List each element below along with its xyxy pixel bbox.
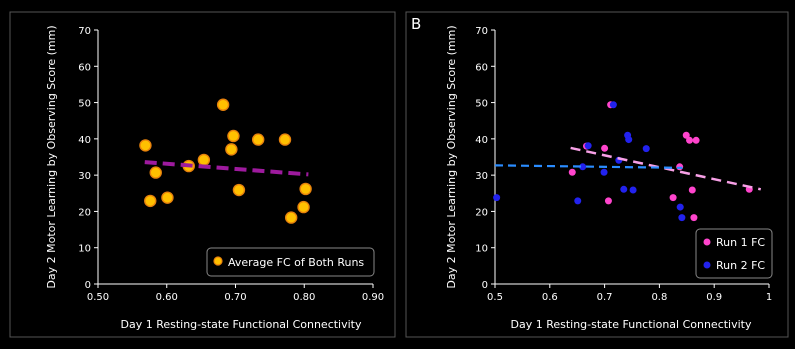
panel-b: B 0 10 20 30 40 50 60 70 0.5 0.6 0.7 0.8 0.9 1 Day 1 …: [405, 11, 789, 338]
panel-a-y-tick-label: 50: [78, 99, 91, 110]
panel-a-x-tick-label: 0.60: [156, 292, 178, 303]
panel-a-series-1-point: [144, 194, 157, 208]
panel-b-plot: 0 10 20 30 40 50 60 70 0.5 0.6 0.7 0.8 0.9 1: [475, 26, 772, 303]
panel-b-series-1-point: [682, 131, 690, 139]
panel-a-legend: Average FC of Both Runs: [206, 247, 375, 277]
panel-b-series-1-point: [690, 214, 698, 222]
panel-b-series-2-trendline: [494, 164, 683, 169]
panel-b-legend: Run 1 FC Run 2 FC: [695, 228, 773, 279]
panel-b-legend-label-run2: Run 2 FC: [716, 259, 765, 272]
panel-b-y-tick-label: 0: [482, 280, 488, 291]
panel-a-series-1-point: [161, 191, 174, 204]
panel-a-series-1-point: [149, 166, 162, 179]
panel-a-x-tick-label: 0.70: [224, 292, 246, 303]
panel-b-x-tick-label: 0.6: [542, 292, 558, 303]
panel-a-y-tick-label: 70: [78, 26, 91, 37]
panel-a-y-tick-label: 60: [78, 62, 91, 73]
panel-a-y-tick-label: 40: [78, 135, 91, 146]
panel-b-x-tick-label: 0.5: [487, 292, 503, 303]
panel-b-series-2-point: [625, 136, 633, 144]
panel-a-series-1-point: [284, 211, 298, 224]
panel-b-y-tick-label: 30: [475, 171, 488, 182]
panel-b-series-1-point: [604, 197, 612, 205]
panel-b-series-1-point: [686, 136, 694, 144]
panel-a-legend-box: [206, 247, 375, 277]
panel-b-y-tick-label: 50: [475, 99, 488, 110]
panel-a-series-1-point: [225, 143, 238, 156]
panel-b-x-tick-label: 1: [766, 292, 772, 303]
panel-a-series-1-point: [232, 183, 246, 197]
panel-a-y-tick-label: 10: [78, 244, 91, 255]
panel-a-frame: [9, 11, 396, 338]
panel-a-series-1-point: [297, 200, 310, 214]
panel-a-series-1-point: [197, 153, 211, 167]
panel-b-x-axis-title: Day 1 Resting-state Functional Connectiv…: [510, 318, 752, 331]
panel-b-series-2-point: [600, 168, 608, 176]
panel-a-legend-marker: [213, 256, 223, 266]
panel-a-x-axis-title: Day 1 Resting-state Functional Connectiv…: [120, 318, 362, 331]
panel-b-series-1-point: [669, 194, 677, 202]
panel-b-label: B: [411, 15, 421, 33]
panel-b-y-tick-label: 20: [475, 207, 488, 218]
panel-b-series-2-point: [574, 197, 582, 205]
panel-a-series-1-point: [251, 133, 265, 146]
panel-b-series-2-point: [584, 142, 592, 150]
panel-b-series-2-point: [629, 186, 637, 194]
panel-b-series-2-point: [493, 194, 501, 202]
panel-a-legend-label: Average FC of Both Runs: [228, 256, 364, 269]
panel-a-y-tick-label: 30: [78, 171, 91, 182]
panel-b-legend-marker-run1: [703, 238, 711, 246]
panel-a-series-1-point: [227, 129, 240, 143]
panel-a-x-tick-label: 0.80: [293, 292, 315, 303]
panel-b-legend-label-run1: Run 1 FC: [716, 236, 765, 249]
panel-b-y-tick-label: 70: [475, 26, 488, 37]
panel-b-series-1-point: [568, 168, 576, 176]
panel-a-y-tick-label: 0: [85, 280, 91, 291]
panel-a-x-tick-label: 0.50: [87, 292, 109, 303]
panel-b-x-tick-label: 0.8: [651, 292, 667, 303]
panel-a-y-tick-label: 20: [78, 207, 91, 218]
panel-a-series-1-point: [299, 182, 312, 196]
panel-b-series-1-point: [601, 144, 609, 152]
panel-a-series-1-trendline: [144, 160, 309, 177]
panel-b-y-axis-title: Day 2 Motor Learning by Observing Score …: [445, 25, 458, 288]
panel-b-frame: [405, 11, 789, 338]
panel-b-x-tick-label: 0.7: [597, 292, 613, 303]
panel-b-y-tick-label: 10: [475, 244, 488, 255]
panel-b-series-2-point: [620, 185, 628, 193]
panel-b-series-2-point: [642, 145, 650, 153]
panel-b-series-2-point: [579, 163, 587, 171]
panel-b-legend-box: [695, 228, 773, 279]
panel-a-series-1-point: [278, 133, 292, 146]
panel-b-y-tick-label: 60: [475, 62, 488, 73]
panel-b-series-1-point: [692, 136, 700, 144]
panel-a-y-axis-title: Day 2 Motor Learning by Observing Score …: [45, 25, 58, 288]
panel-a-series-1-point: [139, 139, 152, 152]
panel-b-y-tick-label: 40: [475, 135, 488, 146]
panel-a-x-tick-label: 0.90: [362, 292, 384, 303]
panel-b-series-2-point: [678, 214, 686, 222]
panel-b-series-1-point: [688, 186, 696, 194]
panel-b-x-tick-label: 0.9: [706, 292, 722, 303]
panel-b-series-2-point: [676, 203, 684, 211]
panel-a-series-1-point: [216, 98, 230, 111]
panel-a: 0 10 20 30 40 50 60 70 0.50 0.60 0.70 0.80 0.90 Day …: [9, 11, 396, 338]
panel-a-plot: 0 10 20 30 40 50 60 70 0.50 0.60 0.70 0.80 0.90: [78, 26, 384, 303]
panel-b-legend-marker-run2: [703, 261, 711, 269]
panel-b-series-2-point: [609, 101, 617, 109]
